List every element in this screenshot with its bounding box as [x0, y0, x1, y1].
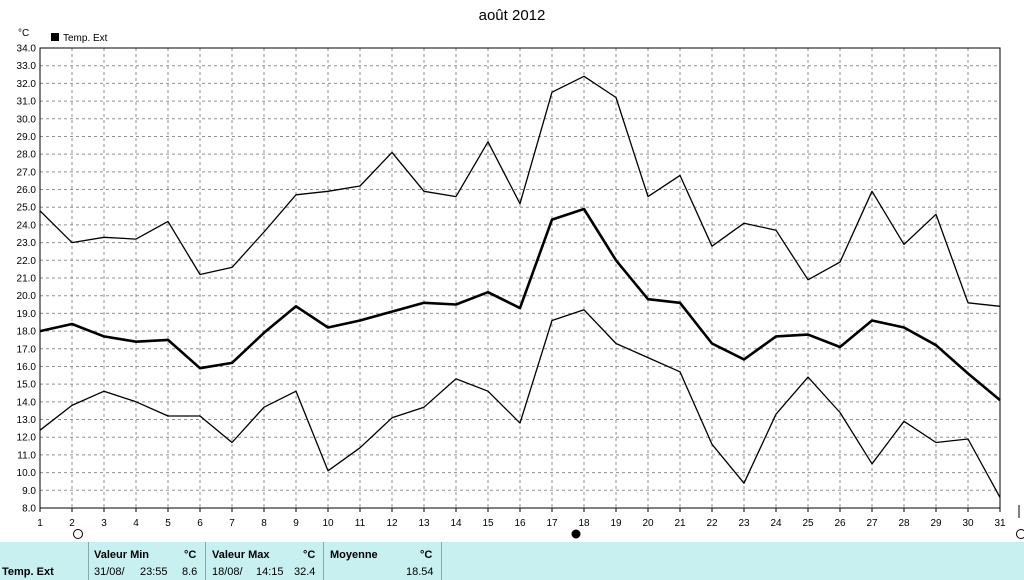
min-time: 23:55 [140, 566, 168, 578]
y-tick-label: 12.0 [17, 433, 37, 444]
x-tick-label: 6 [197, 518, 203, 529]
x-tick-label: 22 [706, 518, 718, 529]
y-tick-label: 24.0 [17, 220, 37, 231]
stats-panel: Temp. Ext Valeur Min °C 31/08/ 23:55 8.6… [0, 542, 1024, 580]
avg-unit: °C [420, 549, 433, 561]
y-tick-label: 8.0 [22, 504, 36, 515]
x-tick-label: 21 [674, 518, 686, 529]
x-tick-label: 5 [165, 518, 171, 529]
chart-title: août 2012 [479, 7, 546, 24]
y-tick-label: 33.0 [17, 61, 37, 72]
y-tick-label: 13.0 [17, 415, 37, 426]
y-tick-label: 25.0 [17, 203, 37, 214]
series-avg-line [39, 207, 1001, 402]
x-tick-label: 13 [418, 518, 430, 529]
legend-label: Temp. Ext [63, 33, 108, 44]
grid [40, 48, 1000, 508]
y-tick-label: 26.0 [17, 185, 37, 196]
y-tick-label: 21.0 [17, 274, 37, 285]
x-tick-label: 28 [898, 518, 910, 529]
x-tick-label: 30 [962, 518, 974, 529]
y-tick-label: 27.0 [17, 167, 37, 178]
y-tick-label: 34.0 [17, 44, 37, 55]
y-tick-label: 9.0 [22, 486, 36, 497]
x-tick-label: 26 [834, 518, 846, 529]
max-value: 32.4 [294, 566, 316, 578]
x-tick-label: 18 [578, 518, 590, 529]
y-tick-label: 29.0 [17, 132, 37, 143]
x-tick-label: 2 [69, 518, 75, 529]
series-lines [39, 75, 1001, 498]
y-tick-label: 30.0 [17, 114, 37, 125]
x-tick-label: 10 [322, 518, 334, 529]
max-unit: °C [303, 549, 316, 561]
avg-header: Moyenne [330, 549, 378, 561]
y-tick-label: 28.0 [17, 150, 37, 161]
x-tick-label: 23 [738, 518, 750, 529]
new-moon-marker [73, 529, 83, 539]
min-date: 31/08/ [94, 566, 125, 578]
y-tick-label: 22.0 [17, 256, 37, 267]
x-tick-label: 7 [229, 518, 235, 529]
min-value: 8.6 [182, 566, 198, 578]
x-tick-label: 12 [386, 518, 398, 529]
y-tick-label: 20.0 [17, 291, 37, 302]
x-tick-label: 11 [355, 518, 366, 529]
y-tick-label: 15.0 [17, 380, 37, 391]
x-tick-label: 27 [866, 518, 878, 529]
x-tick-label: 19 [610, 518, 622, 529]
y-tick-label: 31.0 [17, 97, 37, 108]
y-tick-label: 11.0 [17, 450, 36, 461]
line-chart: août 2012 °C Temp. Ext 8.0 9.0 10.0 11.0 12.… [17, 7, 1024, 539]
full-moon-marker [571, 529, 581, 539]
x-tick-label: 1 [37, 518, 43, 529]
legend-swatch [51, 33, 59, 41]
x-tick-label: 31 [994, 518, 1006, 529]
x-tick-label: 25 [802, 518, 814, 529]
x-tick-label: 9 [293, 518, 299, 529]
x-tick-label: 20 [642, 518, 654, 529]
x-axis: 1 2 3 4 5 6 7 8 9 10 11 12 13 14 15 16 17 18 19 20 21 22 23 24 2… [37, 508, 1006, 529]
y-tick-label: 18.0 [17, 327, 37, 338]
moon-marker-end [1016, 529, 1024, 539]
x-tick-label: 16 [514, 518, 526, 529]
x-tick-label: 24 [770, 518, 782, 529]
avg-value: 18.54 [406, 566, 434, 578]
x-tick-label: 3 [101, 518, 107, 529]
max-header: Valeur Max [212, 549, 270, 561]
max-date: 18/08/ [212, 566, 243, 578]
x-tick-label: 8 [261, 518, 267, 529]
min-header: Valeur Min [94, 549, 150, 561]
x-tick-label: 15 [482, 518, 494, 529]
y-axis: 8.0 9.0 10.0 11.0 12.0 13.0 14.0 15.0 16.0 17.0 18… [17, 44, 37, 515]
x-tick-label: 17 [546, 518, 558, 529]
y-tick-label: 23.0 [17, 238, 37, 249]
series-max-line [39, 75, 1001, 307]
x-tick-label: 4 [133, 518, 139, 529]
y-tick-label: 10.0 [17, 468, 37, 479]
max-time: 14:15 [256, 566, 284, 578]
y-tick-label: 17.0 [17, 344, 37, 355]
y-tick-label: 16.0 [17, 362, 37, 373]
y-tick-label: 32.0 [17, 79, 37, 90]
y-axis-unit: °C [18, 28, 29, 39]
stats-row-label: Temp. Ext [2, 566, 54, 578]
y-tick-label: 19.0 [17, 309, 37, 320]
series-min-line [39, 309, 1001, 498]
x-tick-label: 29 [930, 518, 942, 529]
min-unit: °C [184, 549, 197, 561]
y-tick-label: 14.0 [17, 397, 37, 408]
x-tick-label: 14 [450, 518, 462, 529]
